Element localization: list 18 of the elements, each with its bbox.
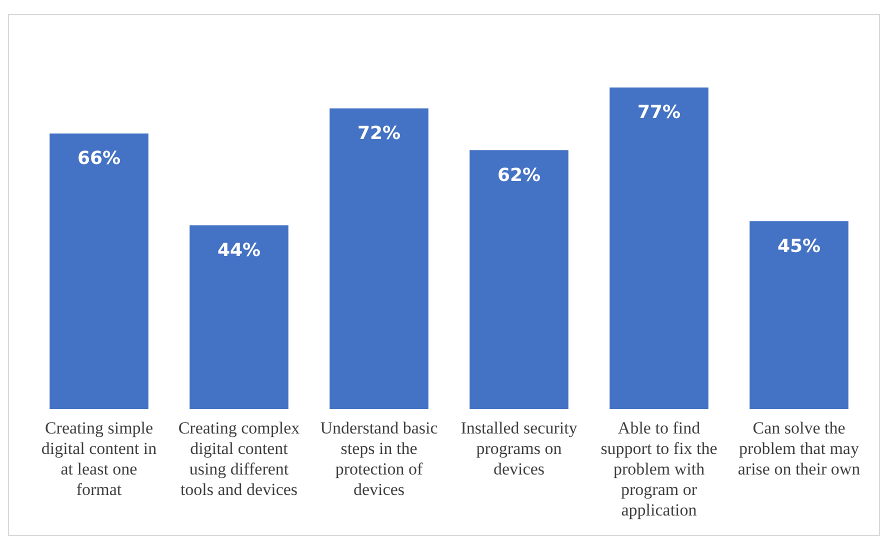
data-label: 72% [357,123,401,144]
bar [750,221,848,409]
x-tick-label: Can solve the problem that may arise on their own [738,418,861,478]
x-tick-label: Installed security programs on devices [460,418,578,478]
x-tick-label: Understand basic steps in the protection of devices [320,418,438,499]
data-label: 66% [77,148,121,170]
x-tick-label: Able to find support to fix the problem with program or application [600,418,718,520]
bar [470,150,568,409]
bar [190,225,288,409]
bar [50,133,148,409]
x-tick-label: Creating simple digital content in at least one format [41,418,158,499]
x-tick-label: Creating complex digital content using different tools and devices [178,418,300,499]
data-label: 77% [637,102,681,124]
bar [610,88,708,409]
data-label: 62% [497,164,541,186]
bar [330,108,428,409]
data-label: 44% [217,240,261,261]
data-label: 45% [777,236,821,257]
